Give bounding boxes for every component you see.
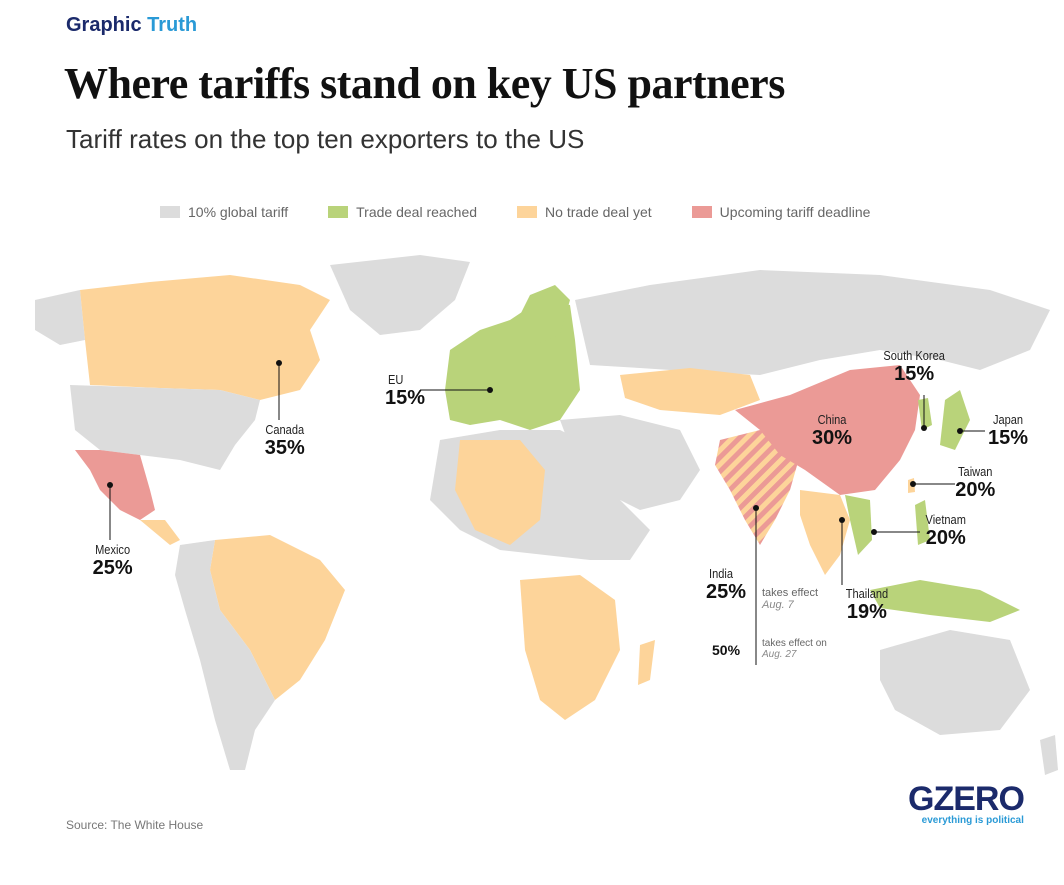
vietnam-dot (871, 529, 877, 535)
legend-swatch (517, 206, 538, 218)
gzero-wordmark: GZERO (908, 780, 1025, 818)
japan-label: Japan 15% (988, 412, 1028, 450)
india-note-1: takes effect Aug. 7 (762, 587, 818, 611)
canada-label: Canada 35% (262, 422, 308, 460)
legend-item-deadline: Upcoming tariff deadline (691, 204, 871, 220)
south-korea-label: South Korea 15% (878, 348, 950, 386)
russia-shape (575, 270, 1050, 375)
canada-value: 35% (264, 437, 305, 459)
japan-dot (957, 428, 963, 434)
south-korea-name: South Korea (883, 348, 945, 363)
china-name: China (817, 412, 847, 427)
legend-item-nodeal: No trade deal yet (517, 204, 652, 220)
legend-label: 10% global tariff (188, 204, 289, 220)
location-dots (107, 360, 963, 535)
indonesia-shape (870, 580, 1020, 622)
canada-dot (276, 360, 282, 366)
source-note: Source: The White House (66, 818, 204, 832)
india-label: India 25% (706, 566, 746, 604)
se-asia-shape (800, 490, 850, 575)
thailand-label: Thailand 19% (842, 586, 892, 624)
vietnam-label: Vietnam 20% (922, 512, 969, 550)
page-title: Where tariffs stand on key US partners (64, 59, 785, 108)
alaska-shape (35, 290, 85, 345)
brand: Graphic Truth (66, 14, 197, 37)
mexico-shape (75, 450, 155, 520)
canada-shape (80, 275, 330, 400)
taiwan-name: Taiwan (958, 464, 993, 479)
korea-shape (918, 398, 932, 430)
philippines-shape (915, 500, 930, 545)
japan-shape (940, 390, 970, 450)
china-shape (735, 365, 920, 495)
central-america-shape (140, 520, 180, 545)
legend-swatch (328, 206, 349, 218)
taiwan-value: 20% (955, 479, 996, 501)
south-korea-dot (921, 425, 927, 431)
legend-label: Upcoming tariff deadline (719, 204, 871, 220)
brand-graphic: Graphic (66, 14, 142, 36)
leader-lines (109, 363, 985, 665)
eu-label: EU 15% (385, 372, 425, 410)
mexico-name: Mexico (95, 542, 131, 557)
middle-east-shape (560, 415, 700, 510)
china-label: China 30% (812, 412, 852, 450)
brand-truth: Truth (147, 14, 198, 36)
eu-value: 15% (385, 387, 426, 409)
taiwan-label: Taiwan 20% (955, 464, 995, 502)
legend-swatch (691, 206, 712, 218)
mexico-dot (107, 482, 113, 488)
central-asia-shape (620, 368, 760, 415)
south-korea-value: 15% (894, 363, 935, 385)
gzero-tagline: everything is political (921, 815, 1024, 826)
india-note-2: takes effect on Aug. 27 (762, 638, 827, 660)
legend-swatch (160, 206, 180, 218)
india-dot (753, 505, 759, 511)
legend-item-global: 10% global tariff (160, 204, 288, 220)
japan-name: Japan (992, 412, 1024, 427)
india-note2-text: takes effect on (762, 638, 827, 649)
scandinavia-shape (515, 285, 570, 345)
vietnam-name: Vietnam (925, 512, 966, 527)
mexico-value: 25% (92, 557, 133, 579)
india-value2-text: 50% (712, 642, 741, 658)
vietnam-shape (845, 495, 872, 555)
eu-dot (487, 387, 493, 393)
usa-shape (70, 385, 260, 470)
india-date1-text: Aug. 7 (762, 599, 794, 611)
india-name: India (709, 566, 733, 581)
india-note1-text: takes effect (762, 587, 819, 599)
vietnam-value: 20% (925, 527, 966, 549)
eu-name: EU (388, 372, 404, 387)
west-africa-shape (455, 440, 545, 545)
legend-label: No trade deal yet (545, 204, 652, 220)
china-value: 30% (812, 427, 853, 449)
gzero-logo: GZERO everything is political (908, 780, 1025, 826)
taiwan-dot (910, 481, 916, 487)
mexico-label: Mexico 25% (92, 542, 133, 580)
southern-africa-shape (520, 575, 620, 720)
legend-label: Trade deal reached (356, 204, 478, 220)
legend-item-deal: Trade deal reached (328, 204, 477, 220)
india-value-2: 50% (712, 642, 740, 658)
thailand-value: 19% (846, 601, 887, 623)
thailand-dot (839, 517, 845, 523)
australia-shape (880, 630, 1030, 735)
madagascar-shape (638, 640, 655, 685)
japan-value: 15% (988, 427, 1029, 449)
thailand-name: Thailand (845, 586, 889, 601)
new-zealand-shape (1040, 735, 1058, 775)
page-subtitle: Tariff rates on the top ten exporters to… (66, 124, 585, 154)
south-america-shape (175, 540, 275, 770)
india-value: 25% (706, 581, 747, 603)
legend: 10% global tariff Trade deal reached No … (160, 204, 870, 220)
india-shape (715, 430, 800, 545)
canada-name: Canada (265, 422, 305, 437)
india-date2-text: Aug. 27 (762, 649, 797, 660)
greenland-shape (330, 255, 470, 335)
brazil-shape (210, 535, 345, 700)
